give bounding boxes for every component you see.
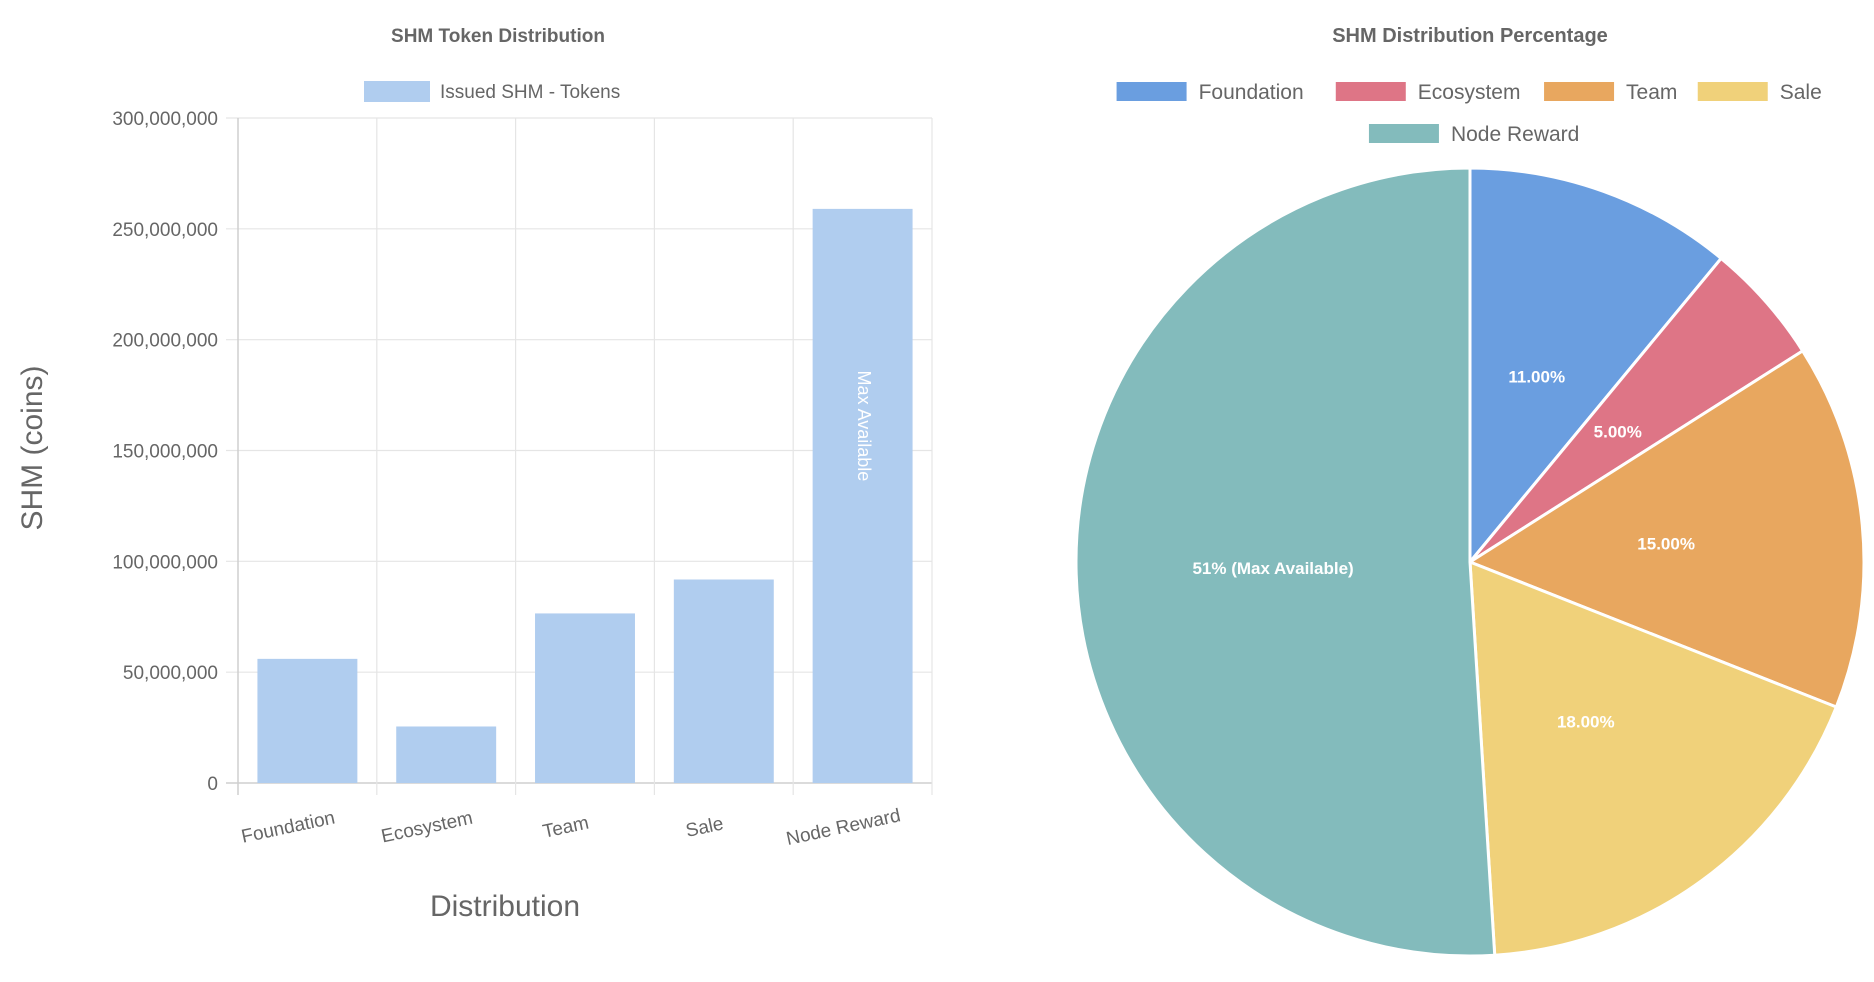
bar-chart-title: SHM Token Distribution [391, 26, 605, 47]
bar-y-tick-label: 0 [207, 774, 218, 795]
bar-legend-label[interactable]: Issued SHM - Tokens [440, 82, 620, 103]
pie-slice-team[interactable] [1466, 348, 1866, 709]
pie-slice-label-ecosystem: 5.00% [1594, 423, 1642, 442]
pie-legend-swatch-foundation[interactable] [1116, 82, 1187, 101]
bar-x-axis-title: Distribution [430, 890, 580, 923]
pie-legend: Foundation Ecosystem Team Sale Node Reward [1116, 81, 1822, 146]
bar-x-tick-label: Sale [684, 813, 726, 841]
pie-slice-label-team: 15.00% [1637, 534, 1695, 553]
bar-y-tick-label: 250,000,000 [112, 220, 218, 241]
bar-gridlines [226, 117, 933, 795]
bar-y-tick-label: 200,000,000 [112, 331, 218, 352]
bar-legend-swatch[interactable] [364, 81, 430, 102]
pie-chart: SHM Distribution Percentage Foundation Ec… [1074, 25, 1866, 958]
bar-y-tick-label: 300,000,000 [112, 109, 218, 130]
pie-slice-label-node-reward: 51% (Max Available) [1192, 559, 1353, 578]
bar-annotation-max-available: Max Available [854, 371, 874, 482]
pie-slice-label-foundation: 11.00% [1508, 368, 1565, 387]
pie-slice-foundation[interactable] [1468, 166, 1724, 567]
pie-legend-label-node-reward[interactable]: Node Reward [1451, 123, 1579, 146]
pie-legend-label-team[interactable]: Team [1626, 81, 1677, 104]
bar-x-tick-label: Node Reward [784, 805, 902, 850]
pie-legend-label-ecosystem[interactable]: Ecosystem [1418, 81, 1521, 104]
pie-slice-label-sale: 18.00% [1557, 712, 1615, 731]
pie-slice-node-reward[interactable] [1074, 166, 1497, 958]
pie-slices [1074, 166, 1866, 958]
bar-node-reward[interactable] [812, 208, 913, 784]
bar-y-tick-label: 100,000,000 [112, 552, 218, 573]
bar-team[interactable] [535, 613, 635, 783]
bar-y-tick-label: 150,000,000 [112, 442, 218, 463]
pie-legend-swatch-ecosystem[interactable] [1335, 82, 1406, 101]
bar-marks [257, 208, 913, 784]
bar-x-tick-label: Ecosystem [379, 808, 474, 848]
bar-y-ticks: 0 50,000,000 100,000,000 150,000,000 200,000… [112, 109, 218, 795]
pie-legend-swatch-sale[interactable] [1697, 82, 1768, 101]
pie-legend-label-sale[interactable]: Sale [1780, 81, 1822, 104]
bar-chart: SHM Token Distribution Issued SHM - Toke… [16, 26, 933, 923]
pie-slice-sale[interactable] [1468, 559, 1839, 957]
pie-legend-label-foundation[interactable]: Foundation [1199, 81, 1304, 104]
pie-chart-title: SHM Distribution Percentage [1332, 25, 1608, 47]
bar-x-ticks: Foundation Ecosystem Team Sale Node Reward [240, 805, 903, 850]
bar-ecosystem[interactable] [396, 726, 497, 783]
pie-slice-labels: 11.00% 5.00% 15.00% 18.00% 51% (Max Availabl… [1192, 368, 1694, 732]
bar-y-tick-label: 50,000,000 [123, 663, 218, 684]
bar-x-tick-label: Team [541, 813, 591, 843]
bar-y-axis-title: SHM (coins) [16, 365, 49, 530]
pie-legend-swatch-node-reward[interactable] [1368, 124, 1439, 143]
pie-legend-swatch-team[interactable] [1544, 82, 1615, 101]
bar-foundation[interactable] [257, 658, 358, 783]
bar-sale[interactable] [673, 579, 774, 783]
bar-x-tick-label: Foundation [240, 807, 337, 847]
